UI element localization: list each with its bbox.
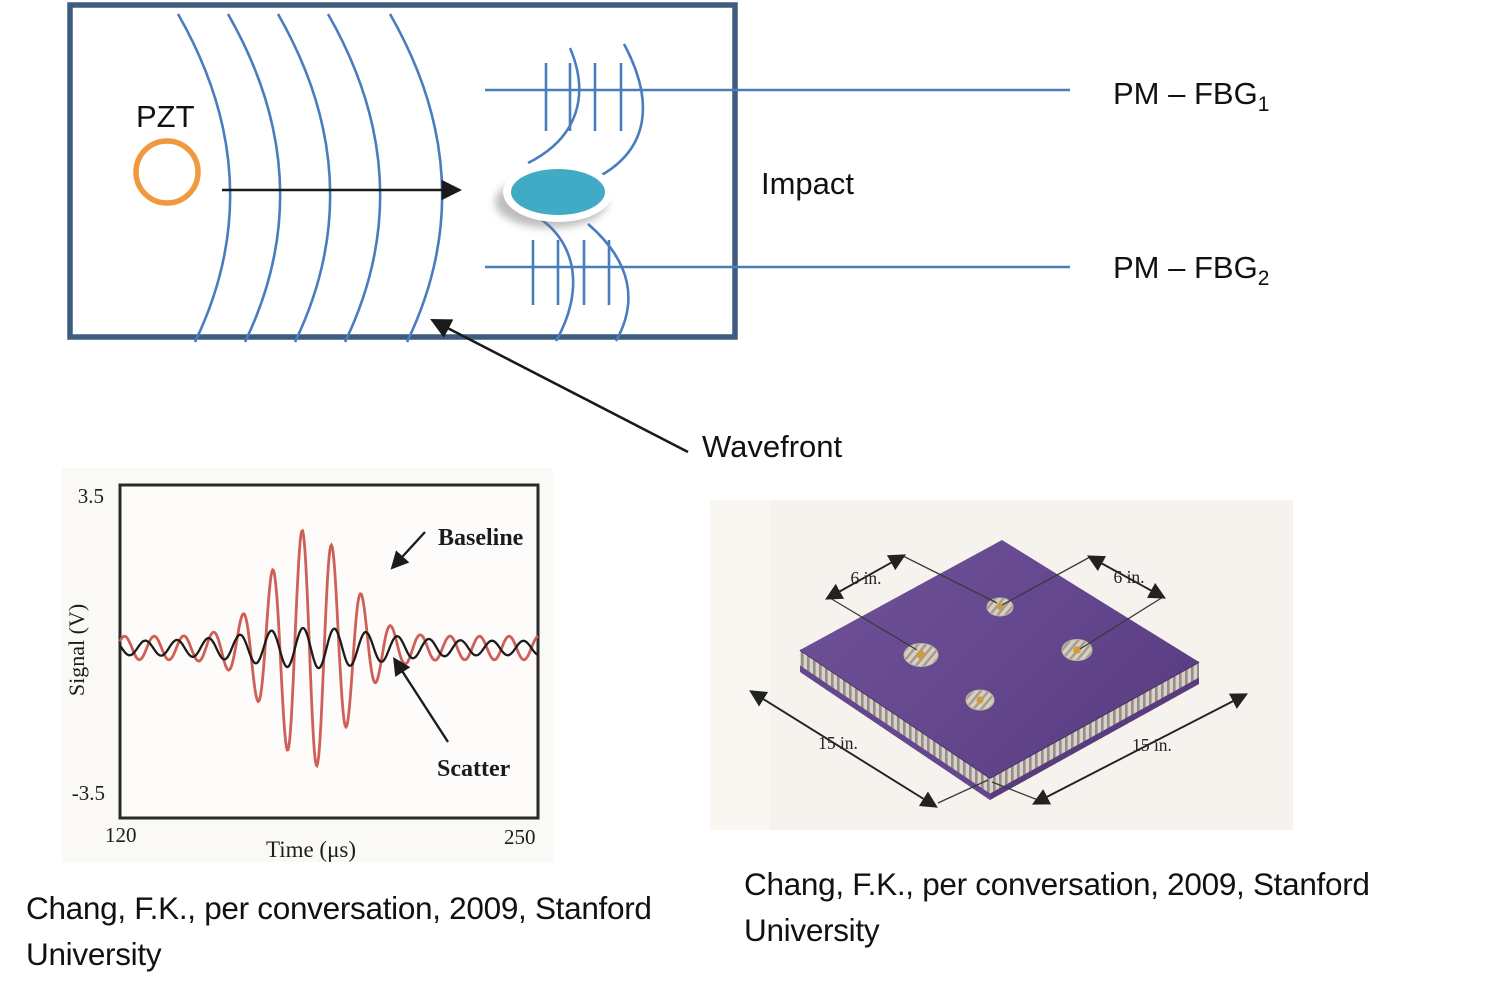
- impact-damage-spot: [495, 162, 613, 228]
- pzt-label: PZT: [136, 99, 195, 134]
- dim-arrow-6in-left: [825, 554, 906, 600]
- ytick-top: 3.5: [78, 484, 104, 508]
- baseline-waveform: [118, 528, 539, 769]
- dim-label-6in-left: 6 in.: [850, 568, 881, 588]
- scattered-arc: [527, 47, 581, 165]
- pm-fbg2-text: PM – FBG: [1113, 250, 1258, 285]
- scattered-arc: [599, 43, 645, 178]
- wavefront-arc: [276, 13, 332, 343]
- ytick-bottom: -3.5: [72, 781, 105, 805]
- xtick-right: 250: [504, 825, 536, 849]
- wavefront-arc: [326, 13, 382, 343]
- citation-right: Chang, F.K., per conversation, 2009, Sta…: [744, 866, 1370, 948]
- baseline-annotation-arrow: [390, 531, 426, 570]
- pm-fbg1-label: PM – FBG1: [1113, 76, 1269, 117]
- pm-fbg2-subscript: 2: [1257, 267, 1270, 290]
- wavefront-arc: [388, 13, 444, 343]
- plot-border: [118, 483, 540, 820]
- x-axis-label: Time (μs): [266, 837, 356, 862]
- dim-arrow-15in-right: [1031, 693, 1249, 805]
- dim-label-6in-right: 6 in.: [1113, 567, 1144, 587]
- signal-chart: 3.5 -3.5 120 250 Time (μs) Signal (V) Ba…: [62, 468, 553, 862]
- pm-fbg1-text: PM – FBG: [1113, 76, 1258, 111]
- dimension-arrows: [749, 554, 1249, 808]
- scatter-waveform: [119, 626, 539, 670]
- citation-left: Chang, F.K., per conversation, 2009, Sta…: [26, 890, 652, 972]
- y-axis-label: Signal (V): [64, 604, 89, 696]
- pzt-actuator-circle: [133, 138, 201, 206]
- composite-panel-figure: 6 in. 6 in. 15 in. 15 in.: [710, 500, 1293, 830]
- wavefront-arc: [176, 13, 232, 343]
- baseline-annotation-label: Baseline: [438, 525, 524, 551]
- wavefront-label: Wavefront: [702, 429, 843, 464]
- sensor-patch-left: [903, 643, 939, 667]
- impact-ellipse: [511, 169, 605, 215]
- pm-fbg2-label: PM – FBG2: [1113, 250, 1269, 291]
- dim-label-15in-left: 15 in.: [818, 733, 858, 753]
- scatter-annotation-arrow: [393, 656, 450, 743]
- impact-label: Impact: [761, 166, 855, 201]
- pm-fbg1-subscript: 1: [1257, 93, 1270, 116]
- dimension-leader-lines: [829, 555, 1164, 804]
- dim-label-15in-right: 15 in.: [1132, 735, 1172, 755]
- scattered-arc: [587, 223, 630, 342]
- wavefront-callout-arrow: [430, 318, 689, 454]
- incident-wavefront-arcs: [176, 13, 444, 343]
- photo-background-edge: [710, 500, 770, 830]
- xtick-left: 120: [105, 823, 137, 847]
- wave-propagation-diagram: [67, 2, 1070, 454]
- fbg2-fiber: [485, 240, 1070, 305]
- sensor-patch-bottom: [965, 689, 995, 711]
- dim-arrow-6in-right: [1087, 555, 1166, 599]
- dim-arrow-15in-left: [749, 690, 938, 808]
- wavefront-arc: [226, 13, 282, 343]
- plate-outline: [67, 2, 738, 340]
- sensor-patch-right: [1061, 639, 1093, 661]
- fbg1-fiber: [485, 63, 1070, 131]
- scatter-annotation-label: Scatter: [437, 756, 511, 782]
- sensor-patches: [903, 597, 1093, 711]
